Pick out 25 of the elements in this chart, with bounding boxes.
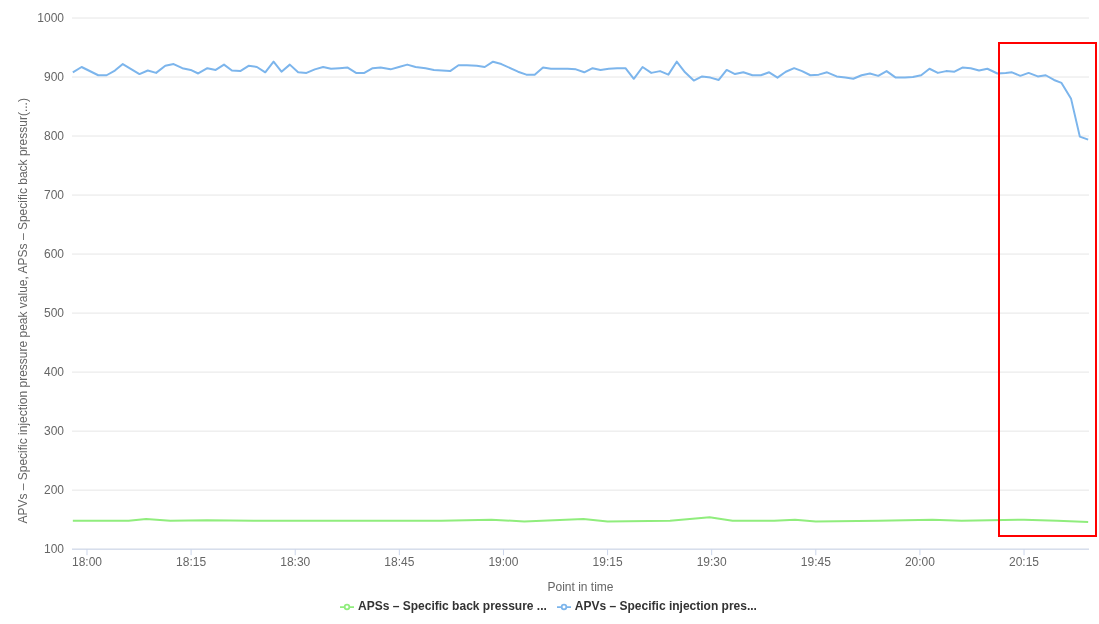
y-tick-label: 600 xyxy=(43,247,65,262)
y-tick-label: 200 xyxy=(43,483,65,498)
x-tick-label: 18:45 xyxy=(384,554,415,569)
x-tick-label: 19:45 xyxy=(800,554,832,569)
y-tick-label: 800 xyxy=(43,129,65,144)
x-tick-label: 20:00 xyxy=(904,554,936,569)
legend-label: APVs – Specific injection pres... xyxy=(574,599,757,614)
y-tick-label: 100 xyxy=(43,542,65,557)
x-axis-title: Point in time xyxy=(547,580,614,595)
x-tick-label: 19:15 xyxy=(592,554,623,569)
line-series xyxy=(72,60,1089,141)
legend-label: APSs – Specific back pressure ... xyxy=(358,599,547,614)
x-tick-label: 18:15 xyxy=(176,554,207,569)
y-tick-label: 500 xyxy=(43,306,65,321)
x-tick-label: 18:00 xyxy=(71,554,103,569)
x-tick-label: 19:00 xyxy=(488,554,519,569)
x-tick-label: 20:15 xyxy=(1009,554,1040,569)
y-tick-label: 400 xyxy=(43,365,65,380)
y-tick-label: 900 xyxy=(43,70,65,85)
y-tick-label: 1000 xyxy=(37,11,65,26)
x-tick-label: 18:30 xyxy=(280,554,311,569)
y-tick-label: 700 xyxy=(43,188,65,203)
y-axis-title: APVs – Specific injection pressure peak value, APSs – Specific back pressur(...) xyxy=(16,98,31,524)
x-tick-label: 19:30 xyxy=(696,554,728,569)
y-tick-label: 300 xyxy=(43,424,65,439)
